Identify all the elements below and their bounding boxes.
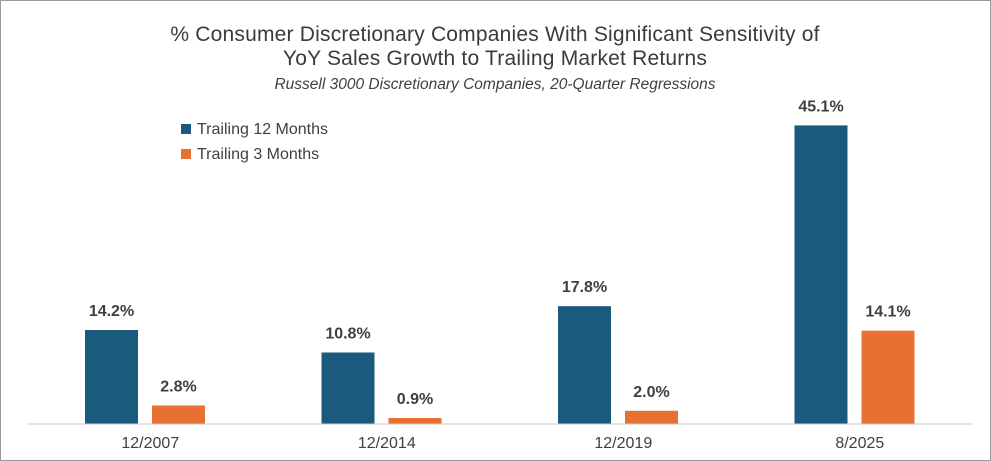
bar-trailing-3-months-8-2025 [861,330,915,424]
chart-title-line-2: YoY Sales Growth to Trailing Market Retu… [283,47,707,70]
chart-title-line-1: % Consumer Discretionary Companies With … [170,23,819,46]
value-label-trailing-12-months-8-2025: 45.1% [798,98,843,115]
category-label-12-2019: 12/2019 [594,435,652,452]
bar-trailing-3-months-12-2019 [625,410,678,424]
value-label-trailing-3-months-12-2019: 2.0% [633,384,669,401]
value-label-trailing-3-months-8-2025: 14.1% [865,304,910,321]
bar-trailing-3-months-12-2014 [388,418,442,424]
legend-swatch-trailing-3-months [181,149,191,159]
legend-swatch-trailing-12-months [181,124,191,134]
value-label-trailing-3-months-12-2007: 2.8% [160,379,196,396]
legend-label-trailing-3-months: Trailing 3 Months [197,146,319,163]
value-label-trailing-3-months-12-2014: 0.9% [397,391,433,408]
value-label-trailing-12-months-12-2019: 17.8% [562,279,607,296]
bars-layer [85,125,915,425]
legend-label-trailing-12-months: Trailing 12 Months [197,121,328,138]
category-labels-layer: 12/2007 12/2014 12/2019 8/2025 [121,435,884,452]
bar-trailing-12-months-12-2014 [321,352,375,424]
value-labels-layer: 14.2% 2.8% 10.8% 0.9% 17.8% 2.0% 45.1% 14.1% [89,98,911,408]
bar-trailing-12-months-12-2019 [558,306,611,424]
value-label-trailing-12-months-12-2007: 14.2% [89,303,134,320]
bar-trailing-3-months-12-2007 [152,405,205,424]
chart-subtitle: Russell 3000 Discretionary Companies, 20… [274,76,715,93]
legend: Trailing 12 Months Trailing 3 Months [181,121,328,163]
bar-trailing-12-months-8-2025 [794,125,848,425]
category-label-8-2025: 8/2025 [835,435,884,452]
category-label-12-2014: 12/2014 [358,435,416,452]
value-label-trailing-12-months-12-2014: 10.8% [325,326,370,343]
category-label-12-2007: 12/2007 [121,435,179,452]
bar-trailing-12-months-12-2007 [85,330,138,424]
